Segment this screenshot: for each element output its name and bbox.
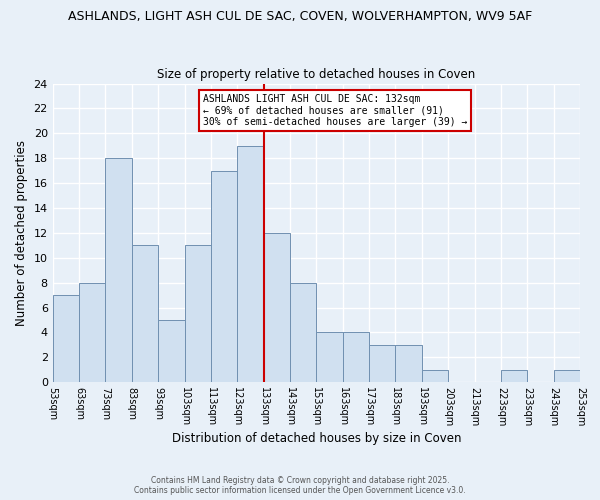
Title: Size of property relative to detached houses in Coven: Size of property relative to detached ho… — [157, 68, 475, 81]
Bar — [554, 370, 580, 382]
Bar — [53, 295, 79, 382]
Bar — [316, 332, 343, 382]
Bar — [106, 158, 132, 382]
Y-axis label: Number of detached properties: Number of detached properties — [15, 140, 28, 326]
Bar — [211, 170, 237, 382]
X-axis label: Distribution of detached houses by size in Coven: Distribution of detached houses by size … — [172, 432, 461, 445]
Bar — [237, 146, 263, 382]
Bar — [395, 345, 422, 382]
Text: ASHLANDS, LIGHT ASH CUL DE SAC, COVEN, WOLVERHAMPTON, WV9 5AF: ASHLANDS, LIGHT ASH CUL DE SAC, COVEN, W… — [68, 10, 532, 23]
Text: ASHLANDS LIGHT ASH CUL DE SAC: 132sqm
← 69% of detached houses are smaller (91)
: ASHLANDS LIGHT ASH CUL DE SAC: 132sqm ← … — [203, 94, 467, 126]
Bar — [369, 345, 395, 382]
Bar — [290, 282, 316, 382]
Text: Contains HM Land Registry data © Crown copyright and database right 2025.
Contai: Contains HM Land Registry data © Crown c… — [134, 476, 466, 495]
Bar — [158, 320, 185, 382]
Bar — [343, 332, 369, 382]
Bar — [263, 233, 290, 382]
Bar — [185, 246, 211, 382]
Bar — [79, 282, 106, 382]
Bar — [422, 370, 448, 382]
Bar — [501, 370, 527, 382]
Bar — [132, 246, 158, 382]
